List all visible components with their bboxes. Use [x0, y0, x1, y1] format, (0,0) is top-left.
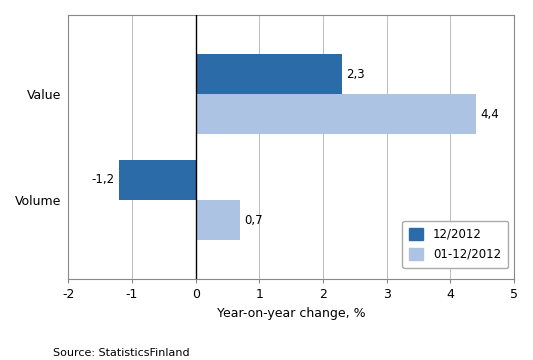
- X-axis label: Year-on-year change, %: Year-on-year change, %: [217, 307, 366, 320]
- Bar: [196, 54, 342, 94]
- Text: Source: StatisticsFinland: Source: StatisticsFinland: [53, 348, 190, 359]
- Bar: [196, 200, 240, 240]
- Text: -1,2: -1,2: [92, 174, 115, 186]
- Bar: [196, 94, 476, 134]
- Bar: [119, 160, 196, 200]
- Text: 0,7: 0,7: [245, 213, 263, 226]
- Text: 2,3: 2,3: [346, 68, 365, 81]
- Legend: 12/2012, 01-12/2012: 12/2012, 01-12/2012: [402, 221, 508, 268]
- Text: 4,4: 4,4: [480, 108, 499, 121]
